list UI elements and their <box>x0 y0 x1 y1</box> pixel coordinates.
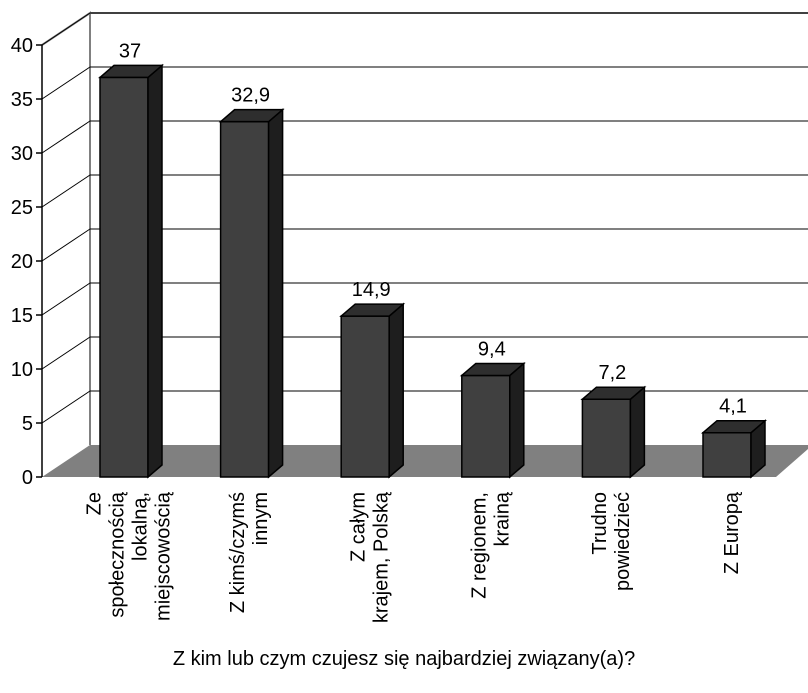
gridline-side <box>41 390 91 424</box>
bar-top <box>339 303 406 317</box>
data-label: 4,1 <box>719 396 747 418</box>
gridline-side <box>41 228 91 262</box>
data-label: 37 <box>119 40 141 62</box>
bar-side <box>509 361 525 479</box>
x-axis-title: Z kim lub czym czujesz się najbardziej z… <box>172 648 636 670</box>
category-label-line: lokalną, <box>130 492 152 561</box>
y-tick-label: 35 <box>11 89 33 111</box>
category-label-line: Z regionem, <box>468 492 490 599</box>
category-label-line: Z kimś/czymś <box>227 492 249 613</box>
y-tick-label: 30 <box>11 143 33 165</box>
category-label-line: Trudno <box>589 492 611 555</box>
bar-side <box>147 63 163 479</box>
y-axis: 0 5 10 15 20 25 30 35 40 <box>11 35 43 489</box>
data-label: 14,9 <box>352 279 391 301</box>
gridline-side <box>41 12 91 46</box>
y-tick-label: 40 <box>11 35 33 57</box>
bar-top <box>459 362 526 377</box>
category-label-line: krainą <box>491 491 513 546</box>
y-tick-label: 5 <box>22 413 33 435</box>
gridline-side <box>41 120 91 154</box>
data-label: 9,4 <box>478 338 506 360</box>
category-label: Ze społecznością lokalną, miejscowością <box>84 491 175 621</box>
y-tick-label: 15 <box>11 305 33 327</box>
y-tick-label: 0 <box>22 467 33 489</box>
y-tick-label: 20 <box>11 251 33 273</box>
category-label-line: miejscowością <box>153 491 175 621</box>
category-label: Z Europą <box>721 491 743 574</box>
category-label: Trudno powiedzieć <box>589 492 634 591</box>
y-tick-label: 25 <box>11 197 33 219</box>
data-label: 32,9 <box>231 85 270 107</box>
gridline-side <box>41 174 91 208</box>
bar <box>219 120 270 478</box>
bar-side <box>267 108 284 479</box>
bar-top <box>218 108 285 123</box>
bar <box>99 76 149 478</box>
bar-top <box>700 419 768 434</box>
bar-top <box>97 64 165 79</box>
bar <box>461 374 511 478</box>
left-wall-edge <box>41 11 91 445</box>
category-label-line: Z całym <box>348 492 370 562</box>
category-label-line: powiedzieć <box>612 492 634 591</box>
bar <box>340 315 390 478</box>
category-label-line: społecznością <box>107 491 129 618</box>
data-label: 7,2 <box>598 362 626 384</box>
bar-side <box>629 385 646 479</box>
bar <box>702 431 752 478</box>
gridline-side <box>41 282 91 316</box>
category-label: Z kimś/czymś innym <box>227 492 272 613</box>
category-label-line: innym <box>250 492 272 545</box>
bar-top <box>580 386 647 400</box>
gridline-side <box>41 336 91 370</box>
category-labels: Ze społecznością lokalną, miejscowością Z ki… <box>84 491 744 623</box>
category-label: Z całym krajem, Polską <box>348 491 393 623</box>
data-labels: 37 32,9 14,9 9,4 7,2 4,1 <box>119 40 747 417</box>
bar <box>581 398 632 478</box>
category-label-line: Ze <box>84 492 106 515</box>
gridlines <box>41 12 808 424</box>
category-label-line: krajem, Polską <box>371 491 393 623</box>
category-label-line: Z Europą <box>721 491 743 574</box>
bar-side <box>388 302 404 479</box>
category-label: Z regionem, krainą <box>468 491 513 599</box>
bars <box>97 63 768 479</box>
gridline-side <box>41 66 91 100</box>
y-tick-label: 10 <box>11 359 33 381</box>
